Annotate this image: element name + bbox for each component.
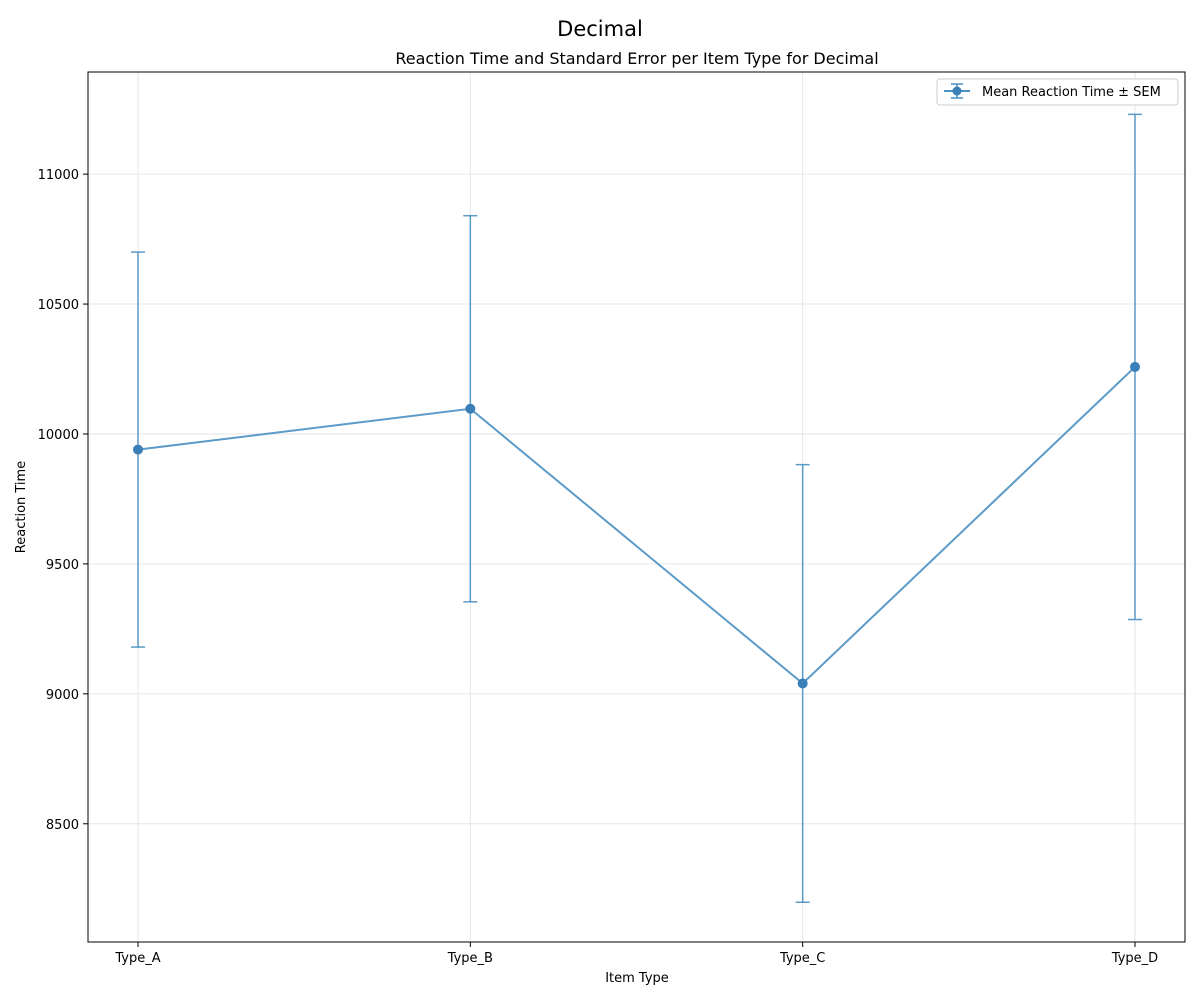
y-tick-label: 8500 — [46, 818, 79, 833]
x-tick-label: Type_B — [447, 951, 493, 966]
x-tick-label: Type_C — [779, 951, 825, 966]
y-tick-label: 9000 — [46, 688, 79, 703]
y-tick-label: 10500 — [38, 298, 79, 313]
data-point — [797, 678, 808, 689]
x-tick-label: Type_A — [114, 951, 160, 966]
plot-frame — [87, 71, 1186, 943]
y-tick-label: 10000 — [38, 428, 79, 443]
x-tick-label: Type_D — [1111, 951, 1158, 966]
grid-lines — [88, 72, 1185, 942]
series-line — [137, 366, 1136, 685]
legend-frame — [936, 78, 1179, 106]
y-axis-label: Reaction Time — [14, 461, 29, 553]
data-point — [133, 444, 143, 455]
data-point — [1130, 361, 1140, 372]
y-tick-label: 9500 — [46, 558, 79, 573]
legend: Mean Reaction Time ± SEM — [936, 78, 1179, 106]
legend-point — [952, 86, 962, 96]
legend-marker — [944, 83, 970, 99]
y-tick-label: 11000 — [38, 168, 79, 183]
series-layer — [131, 113, 1142, 903]
x-axis-label: Item Type — [605, 971, 669, 986]
axes: Type_A Type_B Type_C Type_D 8500 9000 9500 1000… — [38, 71, 1186, 966]
figure-suptitle: Decimal — [557, 17, 643, 41]
data-point — [465, 403, 476, 414]
legend-entry-label: Mean Reaction Time ± SEM — [982, 85, 1161, 100]
chart-title: Reaction Time and Standard Error per Ite… — [395, 49, 878, 68]
